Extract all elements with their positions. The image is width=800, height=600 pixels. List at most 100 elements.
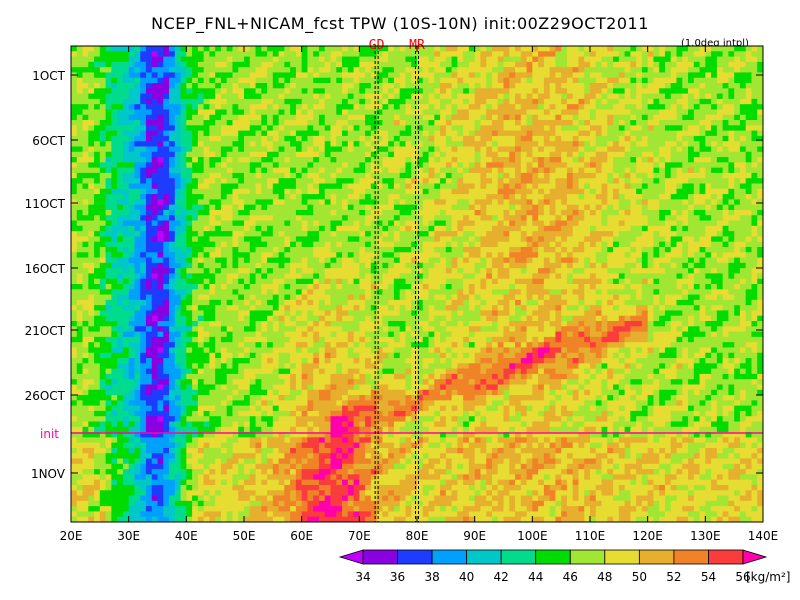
- field-cell: [757, 167, 763, 174]
- field-cell: [566, 93, 574, 100]
- field-cell: [215, 151, 222, 158]
- field-cell: [566, 141, 574, 148]
- field-cell: [503, 178, 510, 185]
- field-cell: [572, 204, 580, 211]
- field-cell: [468, 109, 476, 116]
- field-cell: [203, 67, 210, 74]
- field-cell: [232, 98, 239, 105]
- field-cell: [284, 141, 291, 148]
- field-cell: [342, 98, 349, 105]
- field-cell: [757, 109, 763, 116]
- field-cell: [382, 56, 389, 63]
- field-cell: [318, 72, 326, 79]
- field-cell: [365, 172, 372, 179]
- field-cell: [238, 109, 245, 116]
- field-cell: [705, 194, 712, 200]
- field-cell: [578, 220, 585, 227]
- field-cell: [330, 209, 337, 216]
- field-cell: [716, 246, 724, 253]
- field-cell: [463, 104, 470, 111]
- field-cell: [630, 215, 637, 222]
- field-cell: [226, 167, 234, 174]
- field-cell: [543, 141, 551, 148]
- field-cell: [647, 220, 655, 227]
- field-cell: [538, 141, 545, 148]
- field-cell: [76, 88, 84, 95]
- field-cell: [757, 114, 763, 121]
- field-cell: [365, 88, 372, 95]
- field-cell: [330, 146, 337, 153]
- field-cell: [267, 199, 274, 206]
- field-cell: [630, 77, 637, 84]
- field-cell: [711, 188, 718, 195]
- field-cell: [618, 236, 626, 243]
- field-cell: [664, 120, 672, 126]
- field-cell: [751, 125, 758, 132]
- field-cell: [209, 77, 216, 84]
- field-cell: [405, 162, 412, 169]
- field-cell: [682, 194, 689, 200]
- field-cell: [451, 252, 458, 259]
- field-cell: [411, 162, 418, 169]
- field-cell: [192, 162, 199, 169]
- field-cell: [474, 88, 482, 95]
- field-cell: [151, 72, 159, 79]
- field-cell: [117, 77, 124, 84]
- field-cell: [278, 104, 285, 111]
- field-cell: [122, 220, 130, 227]
- field-cell: [670, 151, 678, 158]
- field-cell: [157, 114, 164, 121]
- field-cell: [301, 204, 309, 211]
- field-cell: [555, 130, 562, 137]
- field-cell: [405, 88, 412, 95]
- field-cell: [157, 61, 164, 68]
- field-cell: [699, 120, 706, 126]
- field-cell: [301, 157, 309, 163]
- field-cell: [739, 51, 747, 58]
- field-cell: [336, 125, 343, 132]
- field-cell: [434, 141, 441, 148]
- field-cell: [313, 61, 320, 68]
- field-cell: [566, 225, 574, 232]
- field-cell: [307, 162, 314, 169]
- field-cell: [342, 135, 349, 142]
- field-cell: [509, 125, 516, 132]
- field-cell: [555, 51, 562, 58]
- field-cell: [440, 167, 447, 174]
- field-cell: [278, 204, 285, 211]
- field-cell: [232, 61, 239, 68]
- field-cell: [578, 215, 585, 222]
- field-cell: [636, 130, 643, 137]
- field-cell: [324, 88, 332, 95]
- field-cell: [601, 246, 608, 253]
- field-cell: [244, 151, 251, 158]
- field-cell: [284, 51, 291, 58]
- field-cell: [71, 56, 78, 63]
- field-cell: [474, 46, 482, 52]
- field-cell: [532, 61, 539, 68]
- field-cell: [745, 56, 753, 63]
- field-cell: [76, 83, 84, 89]
- field-cell: [716, 67, 724, 74]
- field-cell: [641, 151, 649, 158]
- field-cell: [543, 56, 551, 63]
- field-cell: [417, 109, 424, 116]
- field-cell: [180, 188, 187, 195]
- field-cell: [197, 125, 205, 132]
- field-cell: [590, 199, 597, 206]
- field-cell: [192, 83, 199, 89]
- field-cell: [417, 262, 424, 269]
- field-cell: [318, 98, 326, 105]
- field-cell: [203, 104, 210, 111]
- field-cell: [457, 194, 464, 200]
- field-cell: [157, 162, 164, 169]
- field-cell: [174, 77, 182, 84]
- field-cell: [595, 209, 603, 216]
- field-cell: [480, 172, 487, 179]
- field-cell: [301, 67, 309, 74]
- field-cell: [578, 252, 585, 259]
- field-cell: [359, 167, 366, 174]
- field-cell: [405, 215, 412, 222]
- field-cell: [630, 194, 637, 200]
- field-cell: [670, 252, 678, 259]
